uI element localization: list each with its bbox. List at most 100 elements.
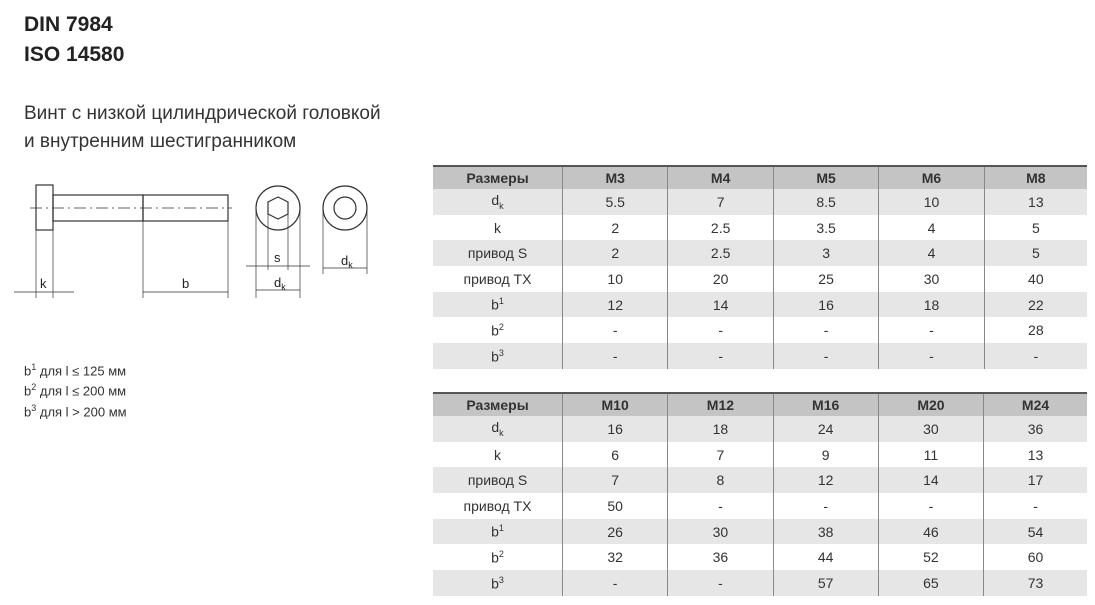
- row-label: k: [433, 441, 563, 468]
- value-cell: 3.5: [772, 214, 879, 241]
- table-row: привод TX 50- - - -: [433, 493, 1087, 519]
- value-cell: 17: [983, 467, 1087, 494]
- note: b3 для l > 200 мм: [24, 402, 127, 419]
- value-cell: 52: [877, 544, 984, 571]
- value-cell: 9: [772, 441, 879, 468]
- table-row: b1 12 14 16 18 22: [433, 291, 1087, 318]
- value-cell: 2: [561, 240, 668, 267]
- value-cell: 22: [983, 291, 1087, 318]
- table-row: dk 5.5 7 8.5 10 13: [433, 189, 1087, 215]
- b-label: b: [182, 276, 189, 291]
- value-cell: 7: [667, 189, 774, 215]
- table-row: b1 26 30 38 46 54: [433, 518, 1087, 545]
- value-cell: 12: [561, 291, 668, 318]
- value-cell: 30: [877, 416, 984, 442]
- iso-number: ISO 14580: [24, 43, 125, 66]
- row-label: b2: [433, 544, 563, 571]
- description-line: и внутренним шестигранником: [24, 131, 297, 152]
- header-cell: M20: [877, 393, 984, 416]
- row-label: b2: [433, 317, 563, 344]
- row-label: b3: [433, 343, 563, 369]
- value-cell: 65: [877, 570, 984, 596]
- k-label: k: [40, 276, 47, 291]
- table-row: b3- -57 65 73: [433, 570, 1087, 596]
- value-cell: 36: [667, 544, 774, 571]
- row-label: dk: [433, 416, 563, 442]
- value-cell: 13: [983, 441, 1087, 468]
- value-cell: 30: [878, 266, 985, 292]
- value-cell: 57: [772, 570, 879, 596]
- table-row: b3- - - - -: [433, 343, 1087, 369]
- value-cell: 7: [561, 467, 668, 494]
- value-cell: 60: [983, 544, 1087, 571]
- note: b1 для l ≤ 125 мм: [24, 362, 127, 379]
- description-line: Винт с низкой цилиндрической головкой: [24, 103, 381, 124]
- value-cell: 18: [878, 291, 985, 318]
- dimensions-table-m3-m8: Размеры M3 M4 M5 M6 M8 dk 5.5 7 8.5 10 13 k 2 2.5 3.5 4 5…: [433, 165, 1087, 369]
- header-cell: M10: [561, 393, 668, 416]
- value-cell: 4: [878, 214, 985, 241]
- value-cell: 5: [983, 214, 1087, 241]
- note: b2 для l ≤ 200 мм: [24, 382, 127, 399]
- value-cell: -: [772, 493, 879, 519]
- value-cell: 32: [561, 544, 668, 571]
- value-cell: 16: [561, 416, 668, 442]
- value-cell: -: [667, 343, 774, 369]
- header-cell: M24: [983, 393, 1087, 416]
- value-cell: 8: [667, 467, 774, 494]
- table-row: k 6 7 9 11 13: [433, 441, 1087, 468]
- value-cell: 14: [877, 467, 984, 494]
- header-cell: Размеры: [433, 393, 563, 416]
- value-cell: -: [667, 493, 774, 519]
- value-cell: 20: [667, 266, 774, 292]
- header-cell: M5: [772, 166, 879, 189]
- value-cell: 26: [561, 518, 668, 545]
- value-cell: -: [561, 570, 668, 596]
- row-label: привод S: [433, 467, 563, 494]
- header-cell: M3: [561, 166, 668, 189]
- table-header: Размеры M3 M4 M5 M6 M8: [433, 166, 1087, 189]
- value-cell: 8.5: [772, 189, 879, 215]
- header-cell: M12: [667, 393, 774, 416]
- table-row: привод S 2 2.5 3 4 5: [433, 240, 1087, 267]
- value-cell: 46: [877, 518, 984, 545]
- value-cell: 73: [983, 570, 1087, 596]
- value-cell: 14: [667, 291, 774, 318]
- value-cell: 2.5: [667, 240, 774, 267]
- value-cell: 6: [561, 441, 668, 468]
- value-cell: -: [561, 317, 668, 344]
- value-cell: 12: [772, 467, 879, 494]
- row-label: b1: [433, 518, 563, 545]
- value-cell: -: [983, 343, 1087, 369]
- value-cell: 25: [772, 266, 879, 292]
- dk-label: dk: [274, 275, 286, 292]
- value-cell: 16: [772, 291, 879, 318]
- value-cell: 24: [772, 416, 879, 442]
- row-label: b3: [433, 570, 563, 596]
- header-cell: M16: [772, 393, 879, 416]
- table-header: Размеры M10 M12 M16 M20 M24: [433, 393, 1087, 416]
- table-row: b2- - - -28: [433, 317, 1087, 344]
- value-cell: -: [983, 493, 1087, 519]
- value-cell: -: [878, 343, 985, 369]
- row-label: привод TX: [433, 493, 563, 519]
- value-cell: 50: [561, 493, 668, 519]
- product-description: Винт с низкой цилиндрической головкой и …: [24, 100, 381, 156]
- value-cell: -: [878, 317, 985, 344]
- row-label: dk: [433, 189, 563, 215]
- table-row: k 2 2.5 3.5 4 5: [433, 214, 1087, 241]
- row-label: привод S: [433, 240, 563, 267]
- row-label: b1: [433, 291, 563, 318]
- value-cell: 2.5: [667, 214, 774, 241]
- dk-label: dk: [341, 253, 353, 270]
- value-cell: 40: [983, 266, 1087, 292]
- value-cell: -: [561, 343, 668, 369]
- table-row: b2 32 36 44 52 60: [433, 544, 1087, 571]
- value-cell: 5.5: [561, 189, 668, 215]
- row-label: k: [433, 214, 563, 241]
- value-cell: 10: [561, 266, 668, 292]
- value-cell: 38: [772, 518, 879, 545]
- table-row: dk 16 18 24 30 36: [433, 416, 1087, 442]
- dimensions-table-m10-m24: Размеры M10 M12 M16 M20 M24 dk 16 18 24 30 36 k 6 7 9 11…: [433, 392, 1087, 596]
- value-cell: 2: [561, 214, 668, 241]
